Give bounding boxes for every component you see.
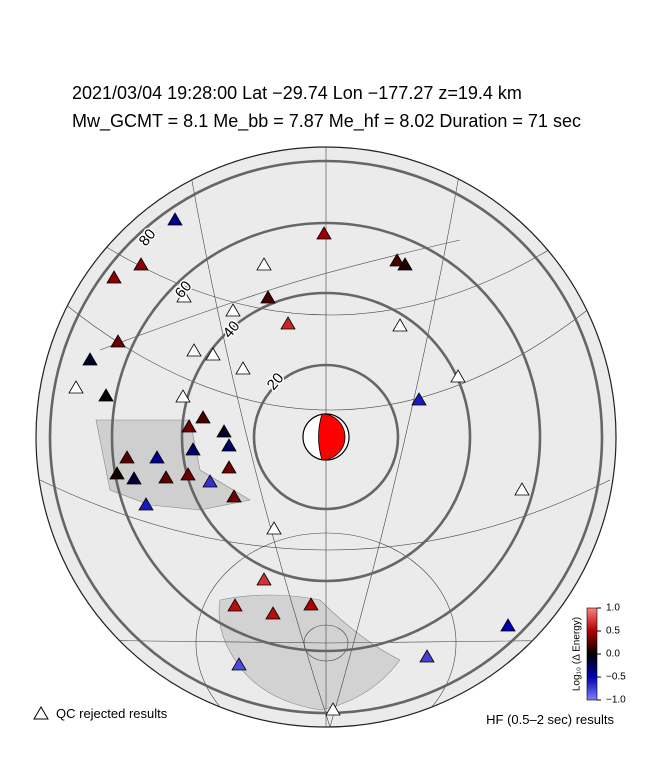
header-line-2: Mw_GCMT = 8.1 Me_bb = 7.87 Me_hf = 8.02 … [72,111,581,132]
station [185,442,201,456]
station [216,424,232,438]
header-line-1: 2021/03/04 19:28:00 Lat −29.74 Lon −177.… [72,83,522,103]
colorbar-tick-label: −0.5 [606,672,626,683]
station [303,597,319,611]
colorbar-ticks: 1.0 0.5 0.0 −0.5 −1.0 [597,603,626,706]
rejected-stations [68,257,530,716]
station [411,392,427,406]
legend-rejected-symbol [33,706,49,720]
colorbar-label: Log₁₀ (Δ Energy) [572,617,583,691]
globe [35,146,617,728]
station [226,489,242,503]
station [126,471,142,485]
station [389,253,405,267]
station [158,470,174,484]
station [119,450,135,464]
station [202,474,218,488]
station [221,438,237,452]
colorbar-tick-label: 0.0 [606,649,620,660]
station [133,257,149,271]
station [316,226,332,240]
station [227,598,243,612]
station [180,467,196,481]
station [82,352,98,366]
station [109,466,125,480]
station [195,410,211,424]
stations [82,212,516,671]
station [149,450,165,464]
station [138,497,154,511]
colorbar-tick-label: −1.0 [606,695,626,706]
station [231,657,247,671]
station [110,334,126,348]
station [419,649,435,663]
station [167,212,183,226]
station [500,618,516,632]
legend-rejected: QC rejected results [56,706,168,721]
station [106,270,122,284]
colorbar-tick-label: 1.0 [606,603,620,614]
colorbar-tick-label: 0.5 [606,626,620,637]
station [280,316,296,330]
colorbar: Log₁₀ (Δ Energy) [572,607,598,701]
station [260,290,276,304]
beachball [302,413,350,461]
station [397,257,413,271]
legend-hf: HF (0.5–2 sec) results [486,712,614,727]
station [181,419,197,433]
station [221,460,237,474]
station [98,388,114,402]
station [265,606,281,620]
station [256,572,272,586]
